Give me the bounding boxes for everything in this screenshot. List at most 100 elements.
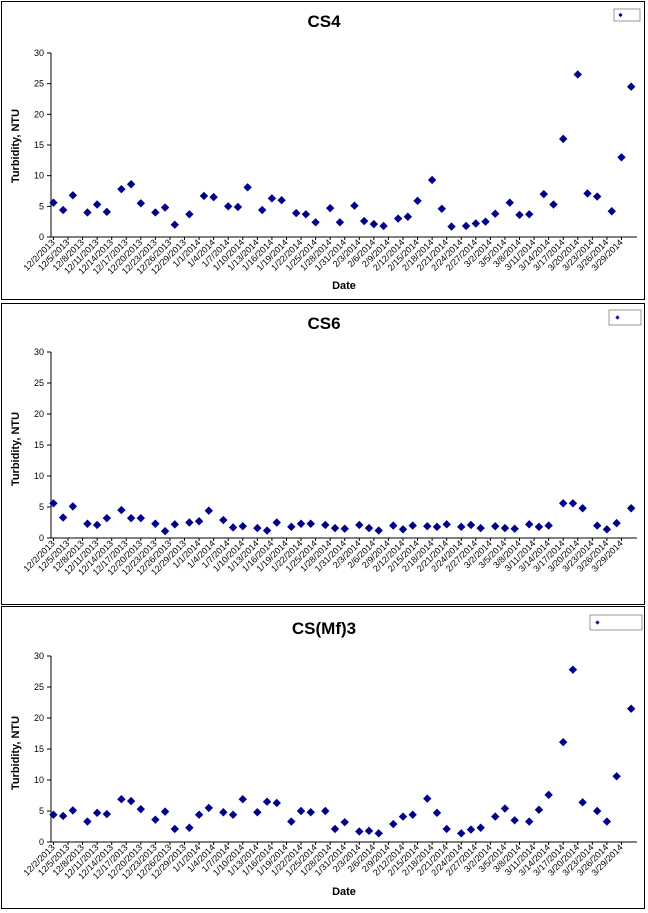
data-point	[126, 180, 136, 189]
data-point	[369, 219, 379, 229]
y-tick-label: 0	[39, 533, 44, 543]
data-point	[510, 816, 519, 825]
y-axis-title: Turbidity, NTU	[10, 716, 22, 790]
data-point	[592, 192, 602, 201]
data-point	[301, 210, 311, 219]
legend-box	[613, 8, 641, 22]
data-point	[330, 824, 340, 834]
data-point	[170, 520, 180, 529]
data-point	[568, 665, 578, 674]
data-point	[602, 817, 612, 826]
data-point	[398, 812, 408, 821]
data-point	[272, 798, 281, 808]
data-point	[296, 806, 306, 816]
data-point	[253, 523, 262, 533]
data-point	[359, 216, 369, 226]
legend	[608, 309, 642, 326]
data-point	[515, 210, 524, 220]
y-tick-label: 30	[34, 48, 44, 58]
data-point	[58, 513, 68, 522]
data-point	[602, 525, 612, 534]
data-point	[525, 520, 534, 529]
data-point	[117, 184, 126, 194]
data-point	[481, 217, 490, 226]
data-point	[321, 520, 330, 530]
data-point	[578, 798, 587, 807]
data-point	[379, 221, 388, 231]
data-point	[476, 823, 485, 832]
data-point	[539, 189, 548, 199]
y-tick-label: 15	[34, 744, 44, 754]
data-point	[355, 520, 364, 530]
chart-panel-csmf3: CS(Mf)3 Turbidity, NTU Date 0 5 10 15 20 25 30…	[1, 606, 645, 909]
data-point	[423, 794, 432, 803]
data-point	[559, 134, 568, 144]
data-point	[68, 191, 78, 200]
data-point	[432, 808, 442, 818]
data-point	[330, 523, 340, 533]
data-point	[442, 520, 451, 529]
data-point	[573, 70, 582, 79]
chart-title: CS(Mf)3	[292, 619, 356, 638]
data-point	[151, 208, 160, 217]
data-point	[83, 208, 92, 217]
y-tick-label: 25	[34, 378, 44, 388]
y-tick-label: 10	[34, 775, 44, 785]
data-point	[170, 220, 180, 229]
data-point	[325, 203, 335, 213]
data-point	[287, 817, 296, 826]
data-point	[311, 218, 320, 227]
data-point	[228, 810, 238, 819]
data-point	[612, 518, 621, 528]
y-tick-label: 15	[34, 440, 44, 450]
data-point	[199, 191, 209, 201]
data-point	[291, 208, 301, 218]
data-point	[224, 202, 233, 211]
data-point	[607, 207, 616, 216]
y-tick-label: 5	[39, 502, 44, 512]
data-point	[461, 221, 471, 231]
data-point	[432, 522, 442, 532]
data-point	[500, 804, 510, 813]
data-point	[626, 82, 636, 91]
y-tick-label: 30	[34, 651, 44, 661]
data-point	[102, 207, 112, 217]
data-point	[374, 829, 383, 838]
data-point	[58, 811, 68, 821]
y-tick-label: 20	[34, 713, 44, 723]
data-point	[335, 218, 345, 227]
data-point	[403, 212, 413, 221]
data-point	[442, 824, 451, 834]
data-point	[117, 795, 126, 804]
chart-title: CS4	[307, 12, 341, 31]
data-point	[238, 522, 247, 531]
chart-cs4: CS4 Turbidity, NTU Date 05101520253012/2…	[10, 8, 641, 292]
data-point	[340, 524, 349, 533]
data-point	[592, 521, 602, 530]
data-point	[194, 517, 204, 526]
data-point	[491, 812, 500, 821]
data-point	[408, 810, 417, 819]
data-point	[233, 202, 243, 212]
data-point	[92, 808, 102, 818]
y-tick-label: 15	[34, 140, 44, 150]
data-point	[209, 192, 218, 202]
y-axis-title: Turbidity, NTU	[10, 412, 22, 486]
y-tick-label: 5	[39, 806, 44, 816]
data-point	[578, 504, 587, 513]
data-point	[262, 797, 272, 806]
data-point	[194, 810, 204, 819]
data-point	[136, 199, 146, 208]
data-point	[340, 817, 349, 827]
data-point	[185, 823, 194, 832]
data-point	[204, 506, 213, 515]
y-axis-title: Turbidity, NTU	[10, 109, 22, 183]
data-point	[151, 519, 160, 528]
data-point	[544, 790, 553, 800]
data-point	[277, 196, 286, 205]
y-tick-label: 20	[34, 409, 44, 419]
y-tick-label: 20	[34, 109, 44, 119]
data-point	[559, 499, 568, 508]
data-point	[219, 808, 228, 817]
data-point	[243, 183, 252, 192]
